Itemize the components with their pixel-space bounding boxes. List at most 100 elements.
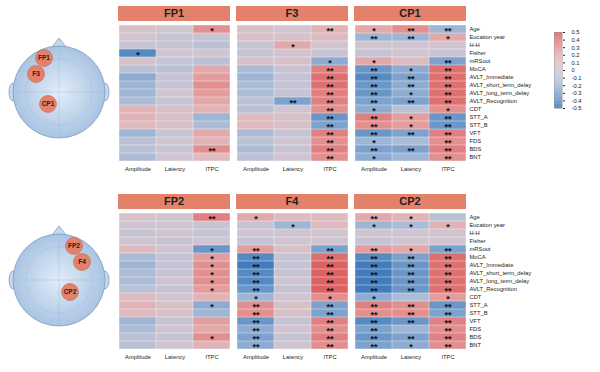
svg-text:*: * — [210, 26, 214, 36]
svg-text:*: * — [291, 42, 295, 52]
svg-text:0.3: 0.3 — [572, 45, 580, 51]
svg-text:AVLT_long_term_delay: AVLT_long_term_delay — [470, 90, 530, 96]
svg-text:ITPC: ITPC — [441, 166, 454, 172]
svg-text:*: * — [254, 214, 258, 224]
svg-text:mRSout: mRSout — [470, 246, 491, 252]
svg-text:**: ** — [444, 342, 452, 352]
svg-text:0: 0 — [572, 67, 575, 73]
svg-text:Latency: Latency — [401, 166, 421, 172]
svg-text:**: ** — [370, 34, 378, 44]
svg-text:-0.3: -0.3 — [572, 90, 582, 96]
svg-text:ITPC: ITPC — [441, 354, 454, 360]
svg-text:ITPC: ITPC — [323, 354, 336, 360]
svg-text:-0.1: -0.1 — [572, 75, 582, 81]
svg-text:AVLT_Recognition: AVLT_Recognition — [470, 286, 517, 292]
svg-text:BNT: BNT — [470, 342, 482, 348]
svg-text:FDS: FDS — [470, 138, 482, 144]
svg-text:Amplitude: Amplitude — [125, 166, 151, 172]
svg-text:*: * — [409, 342, 413, 352]
svg-text:**: ** — [326, 154, 334, 164]
svg-text:Age: Age — [470, 26, 480, 32]
svg-text:*: * — [372, 154, 376, 164]
svg-text:STT_B: STT_B — [470, 122, 488, 128]
svg-text:CDT: CDT — [470, 106, 482, 112]
svg-text:ITPC: ITPC — [205, 354, 218, 360]
svg-text:Age: Age — [470, 214, 480, 220]
svg-text:CDT: CDT — [470, 294, 482, 300]
svg-text:Latency: Latency — [165, 354, 185, 360]
svg-text:*: * — [210, 286, 214, 296]
svg-text:ITPC: ITPC — [205, 166, 218, 172]
svg-text:AVLT_short_term_delay: AVLT_short_term_delay — [470, 82, 532, 88]
svg-text:*: * — [446, 34, 450, 44]
svg-text:STT_A: STT_A — [470, 114, 488, 120]
svg-text:CP1: CP1 — [42, 100, 55, 107]
svg-text:Fisher: Fisher — [470, 50, 486, 56]
svg-text:0.2: 0.2 — [572, 52, 580, 58]
svg-text:Latency: Latency — [401, 354, 421, 360]
svg-text:*: * — [210, 334, 214, 344]
svg-text:AVLT_short_term_delay: AVLT_short_term_delay — [470, 270, 532, 276]
svg-text:ITPC: ITPC — [323, 166, 336, 172]
svg-text:FDS: FDS — [470, 326, 482, 332]
svg-text:*: * — [136, 50, 140, 60]
svg-text:Latency: Latency — [283, 166, 303, 172]
svg-text:**: ** — [444, 154, 452, 164]
svg-text:*: * — [409, 222, 413, 232]
svg-text:MoCA: MoCA — [470, 66, 486, 72]
svg-text:BDS: BDS — [470, 334, 482, 340]
svg-text:Eucation year: Eucation year — [470, 222, 506, 228]
svg-text:-0.5: -0.5 — [572, 105, 582, 111]
svg-text:-0.2: -0.2 — [572, 83, 582, 89]
svg-text:AVLT_long_term_delay: AVLT_long_term_delay — [470, 278, 530, 284]
svg-text:Latency: Latency — [165, 166, 185, 172]
svg-text:H-H: H-H — [470, 230, 480, 236]
svg-text:**: ** — [326, 342, 334, 352]
svg-text:*: * — [291, 222, 295, 232]
svg-text:FP1: FP1 — [38, 54, 50, 61]
svg-text:0.4: 0.4 — [572, 37, 581, 43]
svg-text:**: ** — [407, 34, 415, 44]
svg-text:BNT: BNT — [470, 154, 482, 160]
svg-text:**: ** — [208, 214, 216, 224]
svg-text:Amplitude: Amplitude — [243, 354, 269, 360]
svg-text:mRSout: mRSout — [470, 58, 491, 64]
svg-text:H-H: H-H — [470, 42, 480, 48]
svg-text:**: ** — [407, 130, 415, 140]
svg-text:CP2: CP2 — [64, 288, 77, 295]
svg-text:Amplitude: Amplitude — [243, 166, 269, 172]
svg-text:Fisher: Fisher — [470, 238, 486, 244]
svg-text:F4: F4 — [78, 258, 86, 265]
svg-text:Amplitude: Amplitude — [361, 354, 387, 360]
svg-text:**: ** — [407, 286, 415, 296]
svg-text:VFT: VFT — [470, 318, 481, 324]
svg-text:*: * — [372, 222, 376, 232]
svg-text:-0.4: -0.4 — [572, 98, 583, 104]
svg-text:**: ** — [326, 26, 334, 36]
svg-text:STT_B: STT_B — [470, 310, 488, 316]
svg-text:*: * — [210, 302, 214, 312]
svg-text:**: ** — [289, 98, 297, 108]
svg-text:AVLT_Immediate: AVLT_Immediate — [470, 262, 514, 268]
svg-text:BDS: BDS — [470, 146, 482, 152]
svg-text:AVLT_Recognition: AVLT_Recognition — [470, 98, 517, 104]
svg-text:**: ** — [370, 342, 378, 352]
svg-text:0.1: 0.1 — [572, 60, 580, 66]
svg-text:Amplitude: Amplitude — [361, 166, 387, 172]
svg-text:Eucation year: Eucation year — [470, 34, 506, 40]
svg-text:**: ** — [407, 98, 415, 108]
svg-text:VFT: VFT — [470, 130, 481, 136]
svg-text:Latency: Latency — [283, 354, 303, 360]
svg-text:Amplitude: Amplitude — [125, 354, 151, 360]
svg-text:**: ** — [407, 146, 415, 156]
svg-text:**: ** — [407, 318, 415, 328]
svg-text:**: ** — [208, 146, 216, 156]
svg-text:MoCA: MoCA — [470, 254, 486, 260]
svg-text:FP2: FP2 — [68, 242, 80, 249]
svg-text:AVLT_Immediate: AVLT_Immediate — [470, 74, 514, 80]
svg-text:*: * — [446, 222, 450, 232]
svg-text:**: ** — [252, 342, 260, 352]
svg-text:STT_A: STT_A — [470, 302, 488, 308]
svg-text:F3: F3 — [32, 70, 40, 77]
svg-text:0.5: 0.5 — [572, 29, 580, 35]
